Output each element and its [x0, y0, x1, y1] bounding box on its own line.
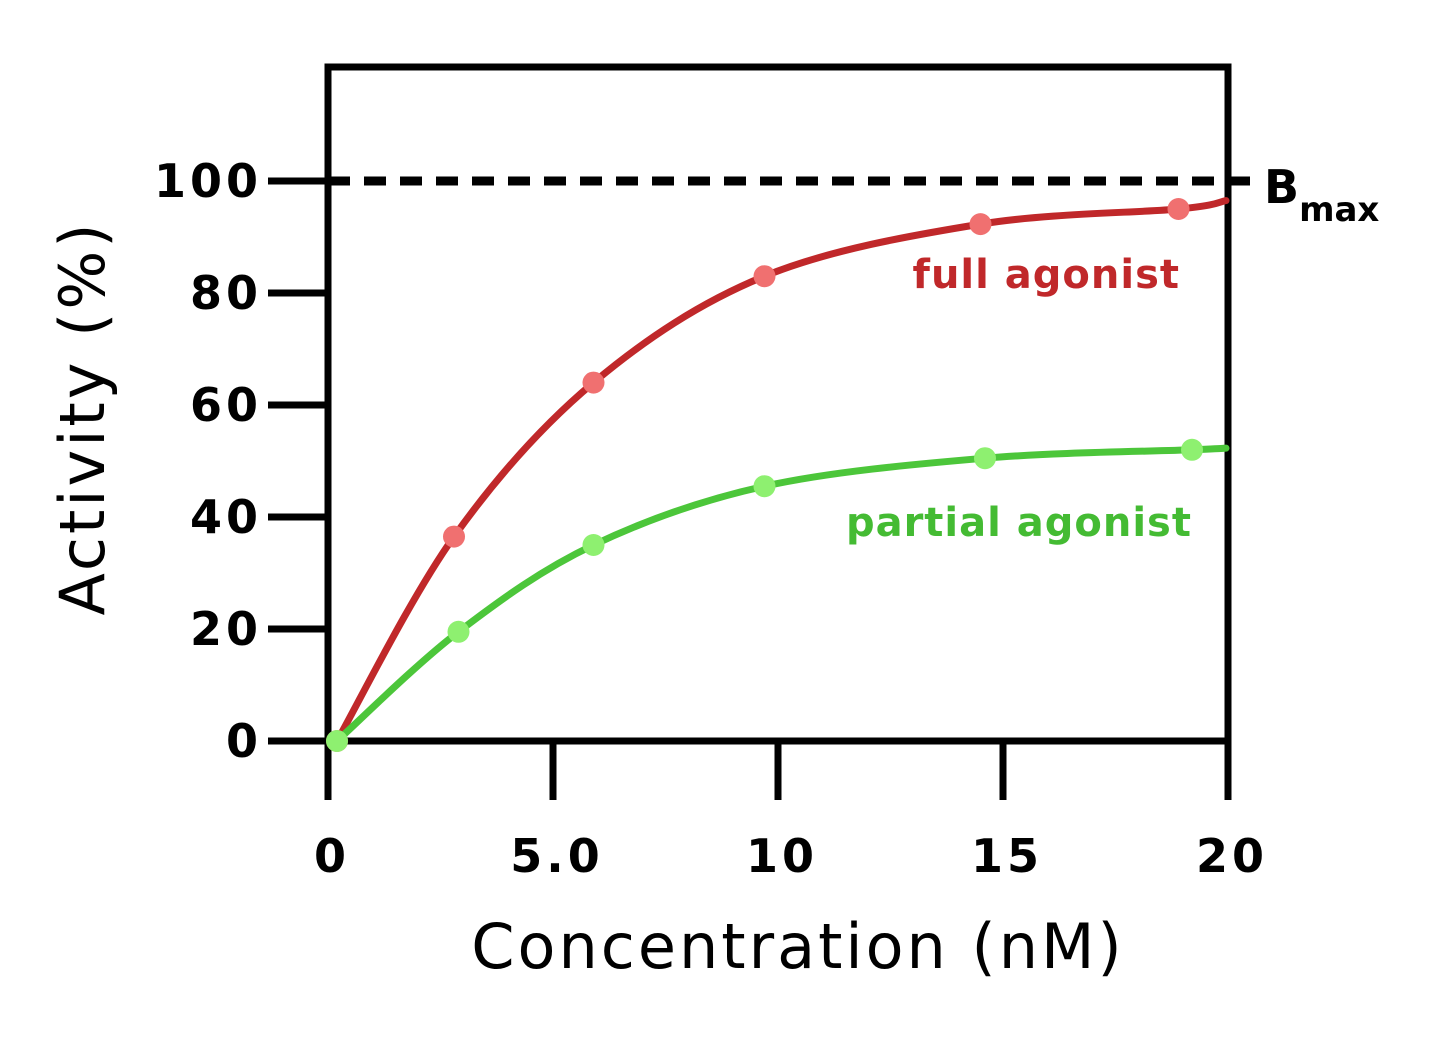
- series-label: partial agonist: [846, 500, 1192, 546]
- data-point: [447, 620, 470, 643]
- y-tick-label: 100: [154, 154, 262, 208]
- y-tick-label: 60: [190, 378, 262, 432]
- y-tick-label: 40: [190, 490, 262, 544]
- x-tick-label: 0: [314, 829, 350, 883]
- x-axis-ticks: 0 5.0 10 15 20: [314, 741, 1268, 883]
- series-0: full agonist: [326, 197, 1230, 752]
- y-axis-ticks: 0 20 40 60 80 100: [154, 154, 328, 768]
- x-tick-label: 5.0: [510, 829, 604, 883]
- data-point: [974, 447, 996, 470]
- data-point: [582, 534, 605, 556]
- data-point: [326, 730, 348, 752]
- data-point: [753, 265, 776, 288]
- bmax-reference: Bmax: [328, 160, 1379, 230]
- data-point: [753, 475, 776, 498]
- series-label: full agonist: [913, 252, 1180, 298]
- y-axis-title: Activity (%): [46, 221, 119, 616]
- x-tick-label: 20: [1196, 829, 1268, 883]
- x-tick-label: 15: [971, 829, 1043, 883]
- series-1: partial agonist: [326, 438, 1230, 752]
- data-point: [969, 213, 992, 236]
- x-tick-label: 10: [746, 829, 818, 883]
- y-tick-label: 20: [190, 602, 262, 656]
- series-layer: full agonist partial agonist: [326, 197, 1230, 752]
- series-line: [333, 197, 1230, 745]
- bmax-label: Bmax: [1264, 160, 1379, 230]
- x-axis-title: Concentration (nM): [471, 910, 1124, 983]
- data-point: [1181, 438, 1203, 461]
- data-point: [443, 525, 465, 548]
- data-point: [1167, 198, 1190, 220]
- y-tick-label: 80: [190, 266, 262, 320]
- data-point: [582, 371, 605, 394]
- series-line: [333, 444, 1230, 745]
- y-tick-label: 0: [226, 714, 262, 768]
